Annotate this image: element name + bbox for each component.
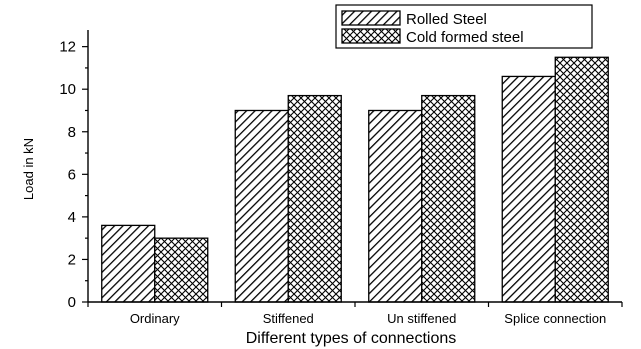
legend-swatch-rolled-steel xyxy=(341,10,401,26)
x-tick-label: Ordinary xyxy=(130,311,180,326)
bar-rolled-steel-un-stiffened xyxy=(368,109,423,303)
bar-rolled-steel-splice-connection xyxy=(501,75,556,303)
bar-rolled-steel-ordinary xyxy=(101,224,156,303)
x-tick-label: Un stiffened xyxy=(387,311,456,326)
x-axis-label: Different types of connections xyxy=(246,330,457,347)
y-tick-label: 8 xyxy=(68,124,76,141)
y-tick-label: 4 xyxy=(68,209,76,226)
legend-swatch-cold-formed-steel xyxy=(341,28,401,44)
bar-cold-formed-steel-stiffened xyxy=(287,94,342,303)
legend-label-cold-formed-steel: Cold formed steel xyxy=(406,29,524,46)
plot-area xyxy=(101,56,609,303)
y-tick-label: 6 xyxy=(68,166,76,183)
y-axis-label: Load in kN xyxy=(21,138,36,200)
y-tick-label: 10 xyxy=(59,81,76,98)
bar-rolled-steel-stiffened xyxy=(234,109,289,303)
bar-cold-formed-steel-splice-connection xyxy=(554,56,609,303)
x-tick-label: Stiffened xyxy=(263,311,314,326)
y-tick-label: 12 xyxy=(59,39,76,56)
axes: Ordinary Stiffened Un stiffened Splice conn… xyxy=(59,30,623,326)
bar-cold-formed-steel-un-stiffened xyxy=(421,94,476,303)
x-tick-label: Splice connection xyxy=(504,311,606,326)
legend-label-rolled-steel: Rolled Steel xyxy=(406,11,487,28)
y-tick-label: 0 xyxy=(68,294,76,311)
legend: Rolled Steel Cold formed steel xyxy=(335,4,593,49)
y-tick-label: 2 xyxy=(68,251,76,268)
bar-cold-formed-steel-ordinary xyxy=(154,237,209,303)
